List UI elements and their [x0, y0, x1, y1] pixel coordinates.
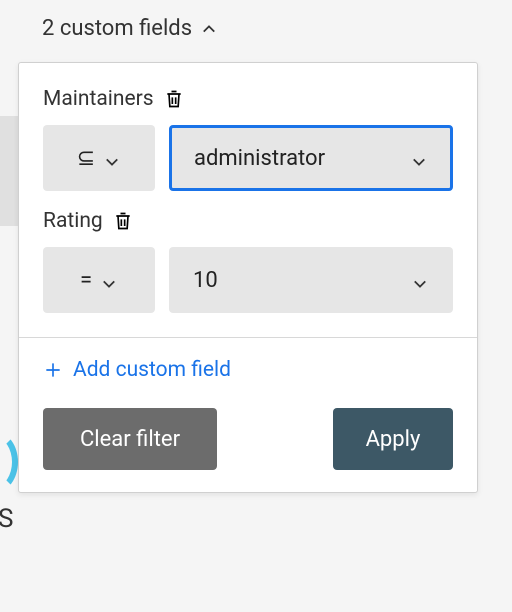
trash-icon[interactable] — [113, 210, 133, 232]
custom-fields-label: 2 custom fields — [42, 16, 192, 41]
field-block: Maintainers ⊆ administrator — [19, 87, 477, 209]
chevron-down-icon — [412, 150, 428, 166]
apply-label: Apply — [366, 427, 421, 452]
operator-value: = — [80, 268, 92, 293]
add-label: Add custom field — [73, 358, 231, 382]
clear-label: Clear filter — [80, 427, 180, 452]
field-label: Rating — [43, 209, 103, 233]
chevron-down-icon — [105, 150, 121, 166]
controls-row: = 10 — [43, 247, 453, 313]
custom-fields-panel: Maintainers ⊆ administrator Rating — [18, 62, 478, 493]
operator-value: ⊆ — [77, 146, 95, 171]
field-label-row: Rating — [43, 209, 453, 233]
field-label-row: Maintainers — [43, 87, 453, 111]
value-select[interactable]: 10 — [169, 247, 453, 313]
chevron-up-icon — [202, 22, 216, 36]
chevron-down-icon — [102, 272, 118, 288]
operator-select[interactable]: = — [43, 247, 155, 313]
value-text: administrator — [194, 146, 325, 171]
field-label: Maintainers — [43, 87, 154, 111]
button-row: Clear filter Apply — [19, 390, 477, 470]
clear-filter-button[interactable]: Clear filter — [43, 408, 217, 470]
bg-arc — [0, 432, 18, 492]
operator-select[interactable]: ⊆ — [43, 125, 155, 191]
value-select[interactable]: administrator — [169, 125, 453, 191]
trash-icon[interactable] — [164, 88, 184, 110]
bg-letter: S — [0, 504, 13, 534]
add-custom-field-button[interactable]: Add custom field — [19, 338, 477, 390]
custom-fields-toggle[interactable]: 2 custom fields — [0, 0, 512, 51]
plus-icon — [43, 360, 63, 380]
chevron-down-icon — [413, 272, 429, 288]
bg-stripe — [0, 116, 18, 226]
value-text: 10 — [193, 268, 218, 293]
apply-button[interactable]: Apply — [333, 408, 453, 470]
controls-row: ⊆ administrator — [43, 125, 453, 191]
field-block: Rating = 10 — [19, 209, 477, 331]
